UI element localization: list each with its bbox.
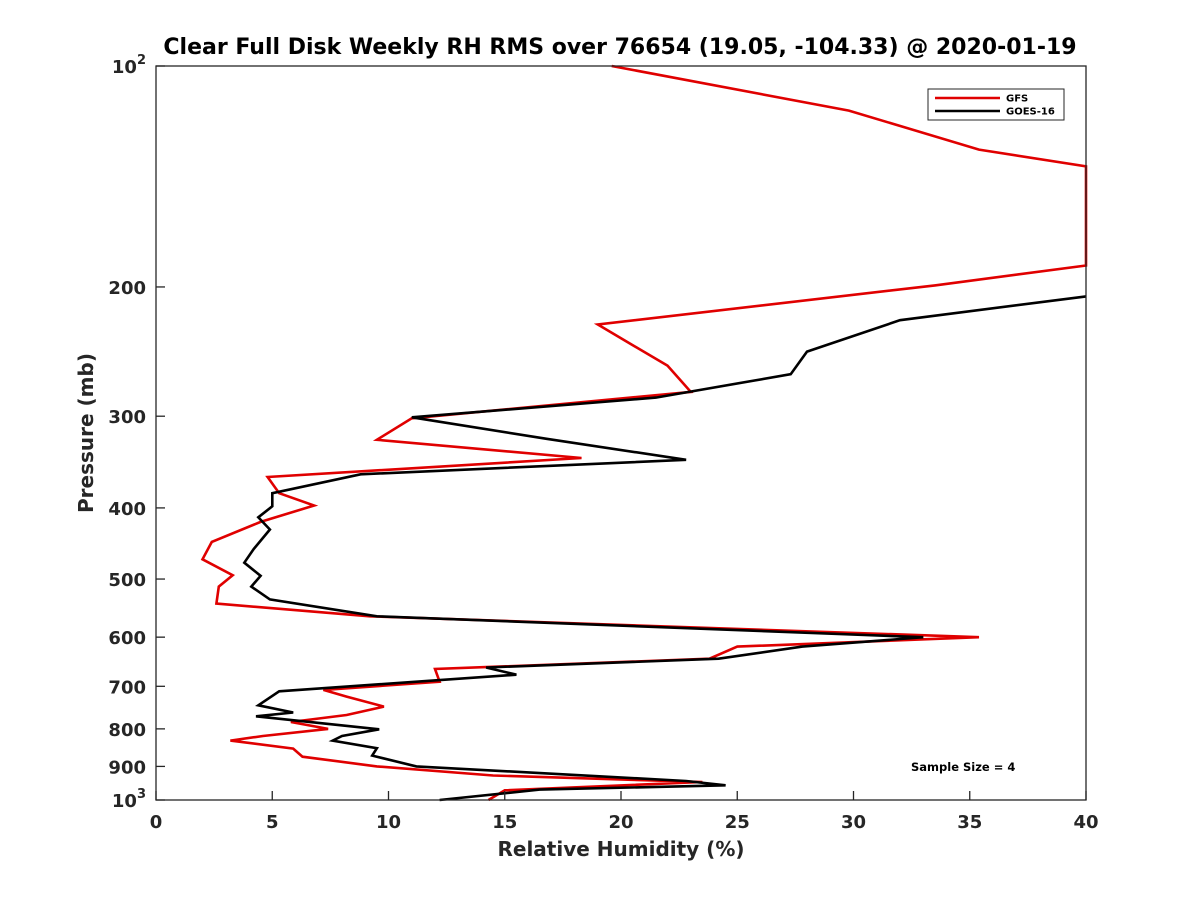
x-axis-label: Relative Humidity (%) xyxy=(497,837,744,861)
x-tick-label-0: 0 xyxy=(150,812,163,833)
y-tick-label-1000: 103 xyxy=(112,787,146,812)
y-tick-label-800: 800 xyxy=(108,720,146,741)
y-tick-label-300: 300 xyxy=(108,407,146,428)
x-tick-label-40: 40 xyxy=(1073,812,1098,833)
y-tick-label-500: 500 xyxy=(108,570,146,591)
sample-size-annotation: Sample Size = 4 xyxy=(911,760,1015,774)
series-layer xyxy=(200,64,1088,802)
x-tick-label-10: 10 xyxy=(376,812,401,833)
x-tick-label-5: 5 xyxy=(266,812,279,833)
legend[interactable]: GFS GOES-16 xyxy=(927,88,1065,121)
x-tick-label-15: 15 xyxy=(492,812,517,833)
legend-box xyxy=(927,88,1065,121)
y-tick-label-600: 600 xyxy=(108,628,146,649)
y-axis: 102 200 300 400 500 600 700 800 900 103 xyxy=(108,53,165,812)
y-tick-label-400: 400 xyxy=(108,499,146,520)
series-line-goes16 xyxy=(242,295,1087,802)
y-tick-label-100: 102 xyxy=(112,53,146,78)
y-tick-label-900: 900 xyxy=(108,757,146,778)
x-tick-label-30: 30 xyxy=(841,812,866,833)
legend-label-goes16: GOES-16 xyxy=(1006,107,1055,118)
series-line-gfs xyxy=(200,64,1088,802)
legend-label-gfs: GFS xyxy=(1006,94,1028,105)
y-axis-label: Pressure (mb) xyxy=(74,353,98,513)
x-axis: 0 5 10 15 20 25 30 35 40 xyxy=(150,791,1099,833)
x-tick-label-20: 20 xyxy=(608,812,633,833)
y-tick-label-700: 700 xyxy=(108,677,146,698)
chart-title: Clear Full Disk Weekly RH RMS over 76654… xyxy=(163,35,1076,60)
y-tick-label-200: 200 xyxy=(108,278,146,299)
x-tick-label-35: 35 xyxy=(957,812,982,833)
x-tick-label-25: 25 xyxy=(725,812,750,833)
